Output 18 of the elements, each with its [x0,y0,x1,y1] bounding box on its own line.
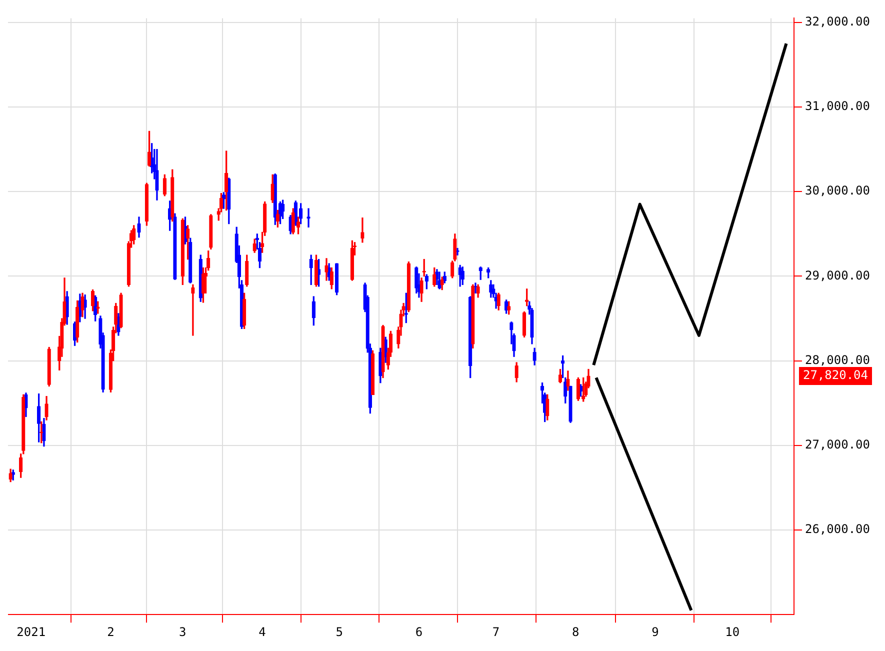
y-tick-label: 30,000.00 [804,184,870,198]
x-tick-label: 3 [179,624,186,639]
y-tick-label: 31,000.00 [804,99,870,114]
x-tick-label: 8 [572,624,580,639]
y-tick-label: 32,000.00 [804,14,870,29]
y-tick-label: 26,000.00 [804,522,870,536]
y-tick-label: 28,000.00 [804,352,870,367]
x-tick-label: 9 [652,624,659,639]
x-tick-label: 6 [415,624,423,639]
x-tick-label: 5 [336,624,343,639]
x-tick-label: 4 [258,624,266,639]
x-tick-label: 7 [492,624,500,639]
text: 27,820.04 [802,368,868,382]
y-tick-label: 27,000.00 [804,438,870,452]
y-tick-label: 29,000.00 [804,268,870,282]
x-tick-label: 2 [107,624,114,639]
x-tick-label: 2021 [16,624,46,639]
x-tick-label: 10 [725,624,740,639]
